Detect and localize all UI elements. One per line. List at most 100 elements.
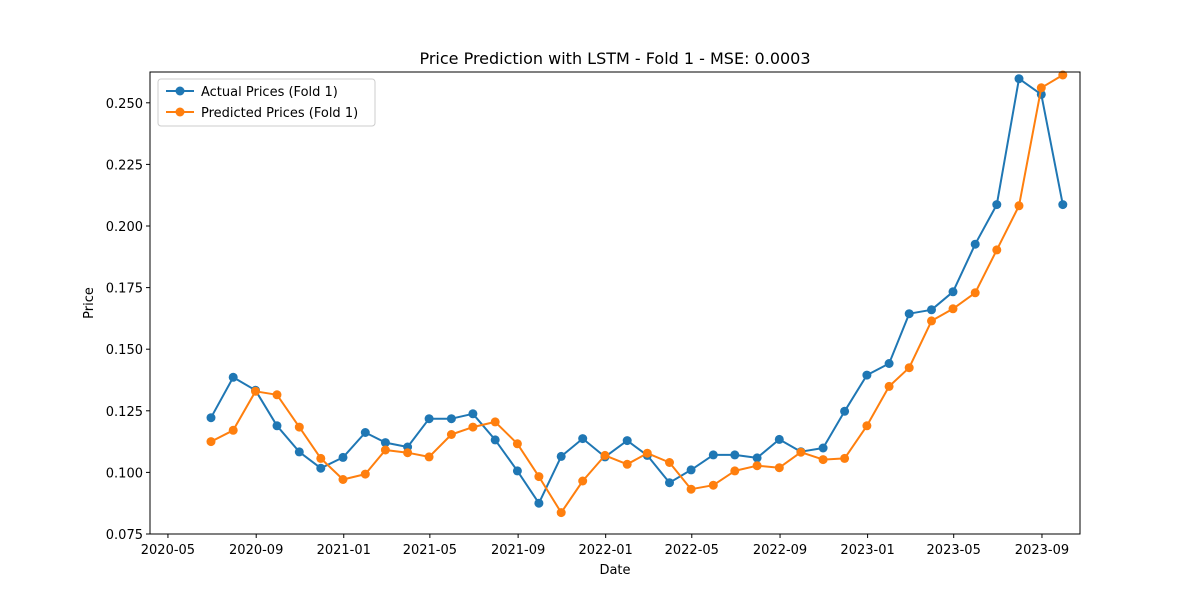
data-point-predicted bbox=[927, 316, 936, 326]
data-point-predicted bbox=[534, 472, 544, 482]
data-point-predicted bbox=[948, 304, 958, 314]
x-tick-label: 2022-09 bbox=[753, 543, 807, 558]
axes-frame bbox=[149, 71, 1081, 535]
data-point-predicted bbox=[730, 466, 740, 476]
data-point-actual bbox=[774, 434, 784, 444]
data-point-predicted bbox=[251, 386, 260, 396]
legend-marker-actual bbox=[175, 86, 185, 96]
x-tick-label: 2021-01 bbox=[317, 543, 371, 558]
data-point-actual bbox=[752, 453, 762, 463]
data-point-predicted bbox=[556, 508, 566, 518]
series-line-actual bbox=[210, 77, 1064, 505]
data-point-predicted bbox=[1058, 70, 1068, 80]
data-point-actual bbox=[556, 451, 566, 461]
data-point-predicted bbox=[446, 430, 456, 439]
data-point-actual bbox=[884, 359, 894, 368]
data-point-actual bbox=[840, 406, 850, 416]
data-point-actual bbox=[316, 463, 326, 473]
x-tick-label: 2022-05 bbox=[665, 543, 719, 558]
data-point-predicted bbox=[272, 390, 282, 400]
legend-label-actual: Actual Prices (Fold 1) bbox=[201, 85, 338, 100]
data-point-predicted bbox=[622, 459, 632, 469]
data-point-actual bbox=[904, 309, 914, 319]
x-axis-label: Date bbox=[599, 563, 630, 578]
data-point-predicted bbox=[316, 453, 326, 463]
data-point-actual bbox=[665, 478, 674, 488]
data-point-predicted bbox=[904, 363, 914, 373]
data-point-predicted bbox=[686, 484, 696, 494]
data-point-actual bbox=[708, 450, 718, 460]
data-point-actual bbox=[686, 465, 696, 475]
data-point-actual bbox=[1058, 200, 1068, 210]
data-point-actual bbox=[818, 443, 828, 453]
y-tick-label: 0.100 bbox=[106, 466, 143, 481]
y-tick-label: 0.075 bbox=[106, 528, 143, 543]
data-point-predicted bbox=[578, 476, 588, 486]
data-point-actual bbox=[338, 452, 348, 462]
data-point-actual bbox=[927, 305, 936, 315]
data-point-actual bbox=[534, 498, 544, 508]
data-point-predicted bbox=[403, 448, 413, 458]
x-tick-label: 2023-05 bbox=[927, 543, 981, 558]
data-point-predicted bbox=[840, 453, 850, 463]
data-point-actual bbox=[578, 434, 588, 444]
x-tick-label: 2020-05 bbox=[141, 543, 195, 558]
data-point-actual bbox=[360, 428, 370, 437]
data-point-predicted bbox=[862, 421, 872, 431]
data-point-predicted bbox=[752, 461, 762, 471]
data-point-predicted bbox=[360, 469, 370, 479]
data-point-predicted bbox=[490, 417, 500, 427]
data-point-predicted bbox=[970, 288, 980, 298]
data-point-predicted bbox=[294, 422, 304, 432]
data-point-predicted bbox=[512, 439, 522, 449]
data-point-predicted bbox=[600, 450, 610, 460]
x-tick-label: 2023-09 bbox=[1015, 543, 1069, 558]
data-point-actual bbox=[380, 438, 390, 448]
data-point-predicted bbox=[818, 455, 828, 465]
y-tick-label: 0.200 bbox=[106, 220, 143, 235]
x-axis-ticks: 2020-05 2020-09 2021-01 2021-05 2021-09 2022-… bbox=[141, 534, 1069, 558]
series-layer bbox=[206, 70, 1068, 518]
data-point-actual bbox=[1014, 74, 1024, 84]
data-point-predicted bbox=[1014, 201, 1024, 211]
data-point-predicted bbox=[992, 245, 1002, 255]
data-point-predicted bbox=[338, 475, 348, 484]
data-point-actual bbox=[272, 421, 282, 431]
data-point-predicted bbox=[424, 452, 434, 462]
legend-box bbox=[157, 78, 376, 127]
chart-title: Price Prediction with LSTM - Fold 1 - MS… bbox=[419, 49, 810, 68]
data-point-actual bbox=[512, 466, 522, 476]
data-point-predicted bbox=[380, 445, 390, 455]
data-point-predicted bbox=[642, 448, 652, 458]
x-tick-label: 2022-01 bbox=[579, 543, 633, 558]
legend: Actual Prices (Fold 1) Predicted Prices … bbox=[157, 78, 376, 127]
data-point-predicted bbox=[468, 422, 478, 432]
data-point-actual bbox=[294, 447, 304, 457]
y-tick-label: 0.175 bbox=[106, 282, 143, 297]
data-point-predicted bbox=[1036, 83, 1046, 93]
y-axis-ticks: 0.075 0.100 0.125 0.150 0.175 0.200 0.225 0.250 bbox=[106, 97, 150, 543]
data-point-actual bbox=[206, 413, 216, 423]
x-tick-label: 2023-01 bbox=[840, 543, 894, 558]
data-point-predicted bbox=[884, 381, 894, 391]
data-point-actual bbox=[730, 450, 740, 460]
axes-border bbox=[149, 71, 1081, 535]
data-point-predicted bbox=[774, 463, 784, 473]
data-point-predicted bbox=[206, 437, 216, 447]
data-point-actual bbox=[228, 372, 238, 382]
data-point-actual bbox=[468, 409, 478, 419]
legend-marker-predicted bbox=[175, 107, 185, 117]
data-point-actual bbox=[424, 414, 434, 424]
y-tick-label: 0.225 bbox=[106, 158, 143, 173]
data-point-actual bbox=[970, 239, 980, 249]
data-point-actual bbox=[490, 435, 500, 445]
y-axis-label: Price bbox=[82, 287, 97, 319]
data-point-predicted bbox=[796, 447, 806, 457]
data-point-actual bbox=[446, 414, 456, 424]
data-point-actual bbox=[622, 436, 632, 446]
x-tick-label: 2021-05 bbox=[403, 543, 457, 558]
series-line-predicted bbox=[210, 74, 1064, 514]
x-tick-label: 2020-09 bbox=[229, 543, 283, 558]
data-point-actual bbox=[992, 200, 1002, 210]
